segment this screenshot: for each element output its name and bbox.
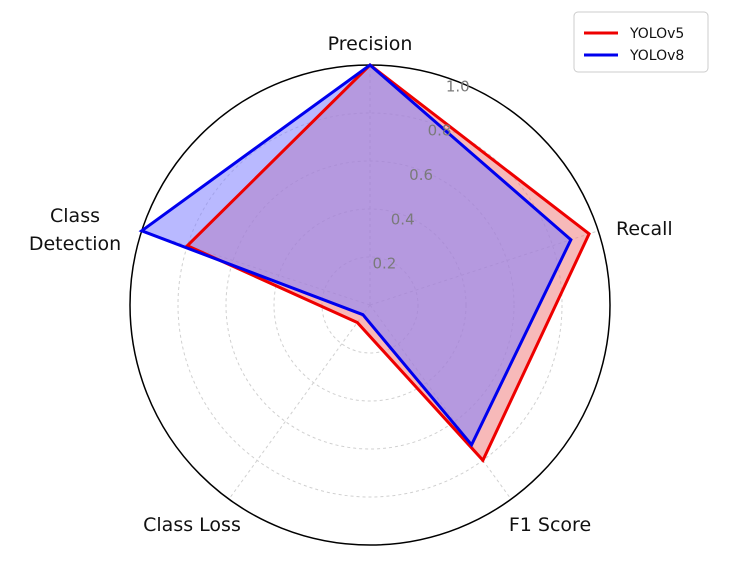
- radial-tick-label: 0.2: [372, 255, 396, 273]
- axis-label-class-detection: Detection: [29, 233, 121, 255]
- radial-tick-label: 0.6: [409, 166, 433, 184]
- series-line-yolov5: [184, 63, 591, 463]
- legend-box: [573, 11, 709, 73]
- radar-labels: 0.2 0.4 0.6 0.8 1.0 Precision Recall F1 Score Cl…: [29, 33, 673, 536]
- legend: YOLOv5 YOLOv8: [573, 11, 709, 73]
- axis-label-recall: Recall: [616, 218, 673, 240]
- legend-label-yolov5: YOLOv5: [629, 26, 684, 42]
- axis-label-f1-score: F1 Score: [509, 514, 591, 536]
- axis-label-precision: Precision: [328, 33, 413, 55]
- legend-label-yolov8: YOLOv8: [629, 48, 684, 64]
- axis-label-class-detection: Class: [50, 205, 100, 227]
- radial-tick-label: 1.0: [446, 77, 470, 95]
- series-line-yolov8: [138, 63, 573, 448]
- radial-tick-label: 0.4: [391, 210, 415, 228]
- axis-label-class-loss: Class Loss: [143, 514, 241, 536]
- radar-series: [138, 63, 591, 463]
- radial-tick-label: 0.8: [428, 122, 452, 140]
- grid-spoke: [228, 304, 371, 500]
- grid-circle: [177, 112, 563, 498]
- series-fill-yolov8: [141, 65, 571, 445]
